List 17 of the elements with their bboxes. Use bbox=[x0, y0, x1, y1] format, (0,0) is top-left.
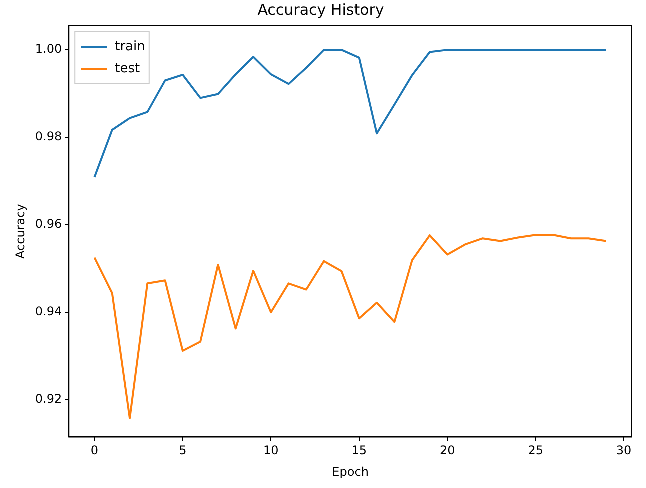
y-axis-title: Accuracy bbox=[13, 204, 28, 259]
y-tick-label: 0.92 bbox=[35, 392, 62, 406]
x-tick-label: 0 bbox=[90, 444, 99, 458]
x-tick-label: 10 bbox=[264, 444, 279, 458]
x-tick-label: 30 bbox=[616, 444, 632, 458]
x-tick-label: 20 bbox=[440, 444, 456, 458]
legend-label: test bbox=[115, 61, 140, 76]
y-tick-label: 0.94 bbox=[35, 304, 62, 319]
y-tick-label: 1.00 bbox=[35, 42, 62, 56]
y-tick-label: 0.96 bbox=[35, 217, 62, 232]
y-tick-label: 0.98 bbox=[35, 130, 62, 144]
x-axis-title: Epoch bbox=[332, 464, 369, 479]
legend-label: train bbox=[115, 39, 146, 54]
x-tick-label: 25 bbox=[528, 444, 544, 458]
x-tick-label: 15 bbox=[352, 444, 368, 458]
x-tick-label: 5 bbox=[179, 444, 187, 458]
chart-title: Accuracy History bbox=[258, 0, 384, 19]
